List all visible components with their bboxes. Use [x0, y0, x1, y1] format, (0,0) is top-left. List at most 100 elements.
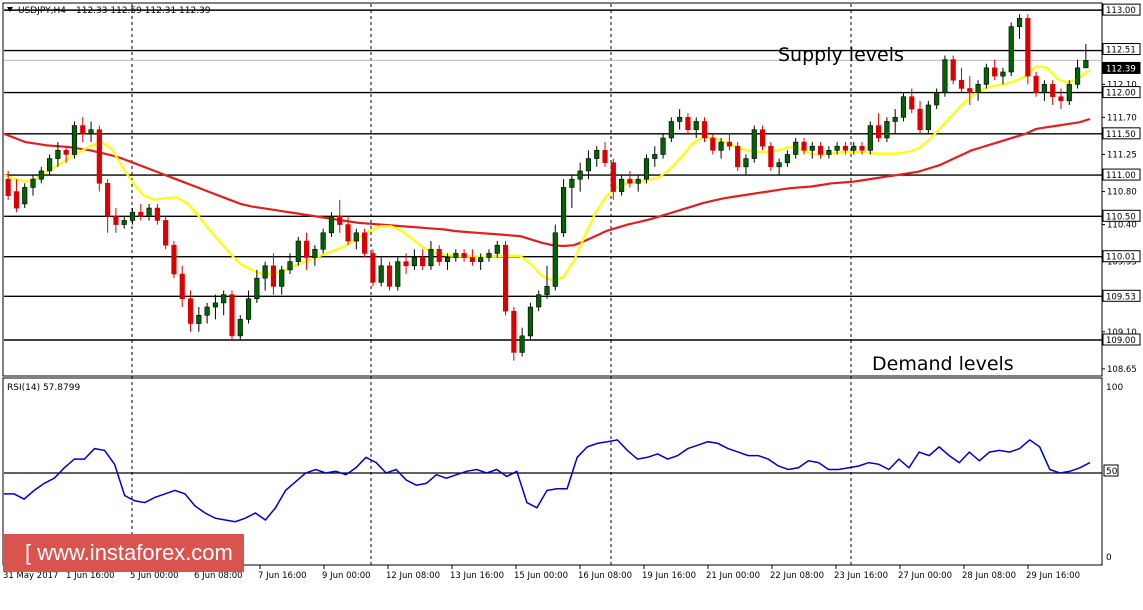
time-tick-label: 21 Jun 00:00: [706, 571, 760, 581]
price-axis: 112.10 111.70 111.25 110.80 110.40 109.95 109.…: [1102, 80, 1137, 375]
price-tick-label: 110.80: [1107, 188, 1137, 198]
level-tags: 113.00 112.51 112.39 112.00 111.50 111.00 110.…: [1102, 3, 1141, 346]
candle-body: [362, 232, 368, 254]
candle-body: [834, 145, 840, 151]
time-tick-label: 27 Jun 00:00: [898, 571, 952, 581]
price-tick-label: 108.65: [1107, 365, 1137, 375]
rsi-level-tag: [1103, 464, 1119, 477]
candle-body: [909, 96, 915, 110]
time-tick-label: 7 Jun 16:00: [258, 571, 307, 581]
candle-body: [793, 141, 799, 155]
candle-body: [544, 286, 550, 295]
time-tick-label: 5 Jun 00:00: [130, 571, 179, 581]
candle-body: [420, 257, 426, 267]
candle-body: [370, 253, 376, 283]
watermark-text: www.instaforex.com: [37, 540, 233, 565]
price-level-tag: [1102, 250, 1141, 263]
candle-body: [1000, 71, 1006, 77]
candle-body: [801, 141, 807, 151]
price-level-tag: [1102, 168, 1141, 181]
price-level-tag-label: 112.00: [1106, 89, 1136, 99]
candle-body: [262, 265, 268, 279]
candle-body: [751, 129, 757, 159]
candle-body: [975, 84, 981, 93]
time-tick-label: 6 Jun 08:00: [194, 571, 243, 581]
candle-body: [494, 244, 500, 254]
candle-body: [511, 310, 517, 353]
candle-body: [759, 129, 766, 147]
candle-body: [768, 145, 774, 168]
candle-body: [958, 79, 965, 89]
candle-body: [121, 220, 127, 225]
triangle-down-icon[interactable]: [7, 7, 13, 12]
candle-body: [328, 216, 335, 234]
candle-body: [88, 129, 94, 135]
candle-body: [577, 170, 583, 180]
ohlc-readout: 112.33 112.59 112.31 112.39: [76, 6, 211, 16]
price-level-tag: [1102, 333, 1141, 346]
time-tick-label: 12 Jun 08:00: [386, 571, 440, 581]
candle-body: [817, 145, 824, 155]
candle-body: [594, 150, 600, 159]
candle-body: [1008, 26, 1014, 73]
price-level-tag: [1102, 127, 1141, 140]
candle-body: [701, 121, 708, 139]
candle-body: [859, 145, 865, 151]
candle-body: [934, 92, 940, 106]
candle-body: [519, 335, 525, 353]
candle-body: [146, 207, 152, 217]
time-tick-label: 15 Jun 00:00: [514, 571, 568, 581]
candle-body: [884, 121, 890, 139]
candle-body: [809, 145, 815, 151]
candle-body: [726, 141, 732, 147]
candle-body: [950, 59, 956, 81]
candle-body: [279, 269, 285, 287]
price-pane-frame: [2, 2, 1103, 377]
candle-body: [171, 244, 177, 275]
price-level-tag-label: 110.01: [1106, 253, 1136, 263]
candle-body: [254, 277, 260, 300]
candle-body: [312, 248, 318, 258]
candle-body: [30, 178, 36, 188]
slow-ma-line: [3, 117, 1091, 248]
candle-body: [1041, 84, 1047, 93]
candle-body: [718, 141, 724, 151]
candle-body: [378, 265, 384, 283]
candle-body: [1025, 18, 1031, 77]
candle-body: [784, 154, 790, 163]
price-tick-label: 110.40: [1107, 221, 1137, 231]
rsi-scale-100: 100: [1106, 383, 1123, 393]
price-tick-label: 109.10: [1107, 328, 1137, 338]
time-tick-label: 9 Jun 00:00: [322, 571, 371, 581]
price-level-tag-label: 111.00: [1106, 171, 1136, 181]
price-level-tag: [1102, 289, 1141, 302]
rsi-scale-0: 0: [1106, 553, 1112, 563]
candle-body: [353, 232, 359, 242]
candle-body: [992, 67, 998, 77]
candle-body: [643, 158, 650, 180]
time-tick-label: 16 Jun 08:00: [578, 571, 632, 581]
candle-body: [842, 145, 849, 151]
candle-body: [270, 265, 277, 287]
price-level-tag-label: 109.53: [1106, 292, 1136, 302]
candle-body: [552, 232, 558, 287]
price-tick-label: 111.25: [1107, 150, 1137, 160]
chart-background: [0, 0, 1143, 585]
rsi-line: [4, 438, 1091, 523]
candle-body: [892, 117, 898, 122]
time-tick-label: 22 Jun 08:00: [770, 571, 824, 581]
candle-body: [55, 150, 61, 159]
candle-body: [826, 150, 832, 155]
candle-body: [942, 59, 948, 93]
candle-body: [1074, 67, 1081, 85]
candle-body: [105, 183, 111, 217]
candle-body: [221, 294, 227, 304]
candle-body: [527, 306, 533, 337]
candle-body: [867, 125, 873, 151]
candle-body: [478, 257, 484, 262]
candle-body: [486, 253, 492, 258]
candle-body: [1016, 18, 1023, 27]
candle-body: [776, 162, 782, 168]
candle-body: [212, 302, 218, 308]
candle-body: [610, 162, 616, 192]
